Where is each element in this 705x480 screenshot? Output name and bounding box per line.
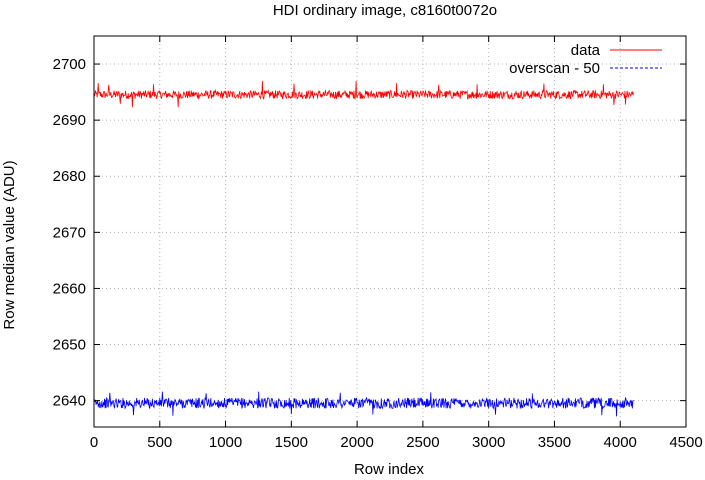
legend: data overscan - 50 (509, 42, 662, 77)
y-axis-label: Row median value (ADU) (1, 160, 18, 329)
series-line-data (93, 80, 634, 108)
y-tick-label: 2670 (53, 224, 86, 241)
x-tick-label: 4500 (669, 434, 702, 451)
series-line-overscan (93, 391, 634, 417)
legend-label-overscan: overscan - 50 (509, 60, 600, 77)
x-tick-label: 1500 (275, 434, 308, 451)
x-tick-label: 4000 (604, 434, 637, 451)
y-tick-label: 2690 (53, 112, 86, 129)
y-tick-label: 2640 (53, 393, 86, 410)
legend-label-data: data (571, 42, 601, 59)
chart-title: HDI ordinary image, c8160t0072o (273, 2, 497, 19)
x-tick-label: 1000 (209, 434, 242, 451)
x-tick-label: 2500 (406, 434, 439, 451)
y-tick-label: 2700 (53, 56, 86, 73)
x-axis-label: Row index (354, 461, 425, 478)
x-tick-label: 500 (147, 434, 172, 451)
plot-frame (93, 35, 687, 428)
y-tick-label: 2660 (53, 280, 86, 297)
y-tick-label: 2650 (53, 337, 86, 354)
series-layer (93, 80, 634, 417)
x-tick-label: 0 (90, 434, 98, 451)
y-tick-label: 2680 (53, 168, 86, 185)
grid (94, 36, 686, 427)
x-tick-label: 2000 (340, 434, 373, 451)
ticks: 0 500 1000 1500 2000 2500 3000 3500 4000 4500 2640… (53, 36, 703, 451)
x-tick-label: 3000 (472, 434, 505, 451)
x-tick-label: 3500 (538, 434, 571, 451)
